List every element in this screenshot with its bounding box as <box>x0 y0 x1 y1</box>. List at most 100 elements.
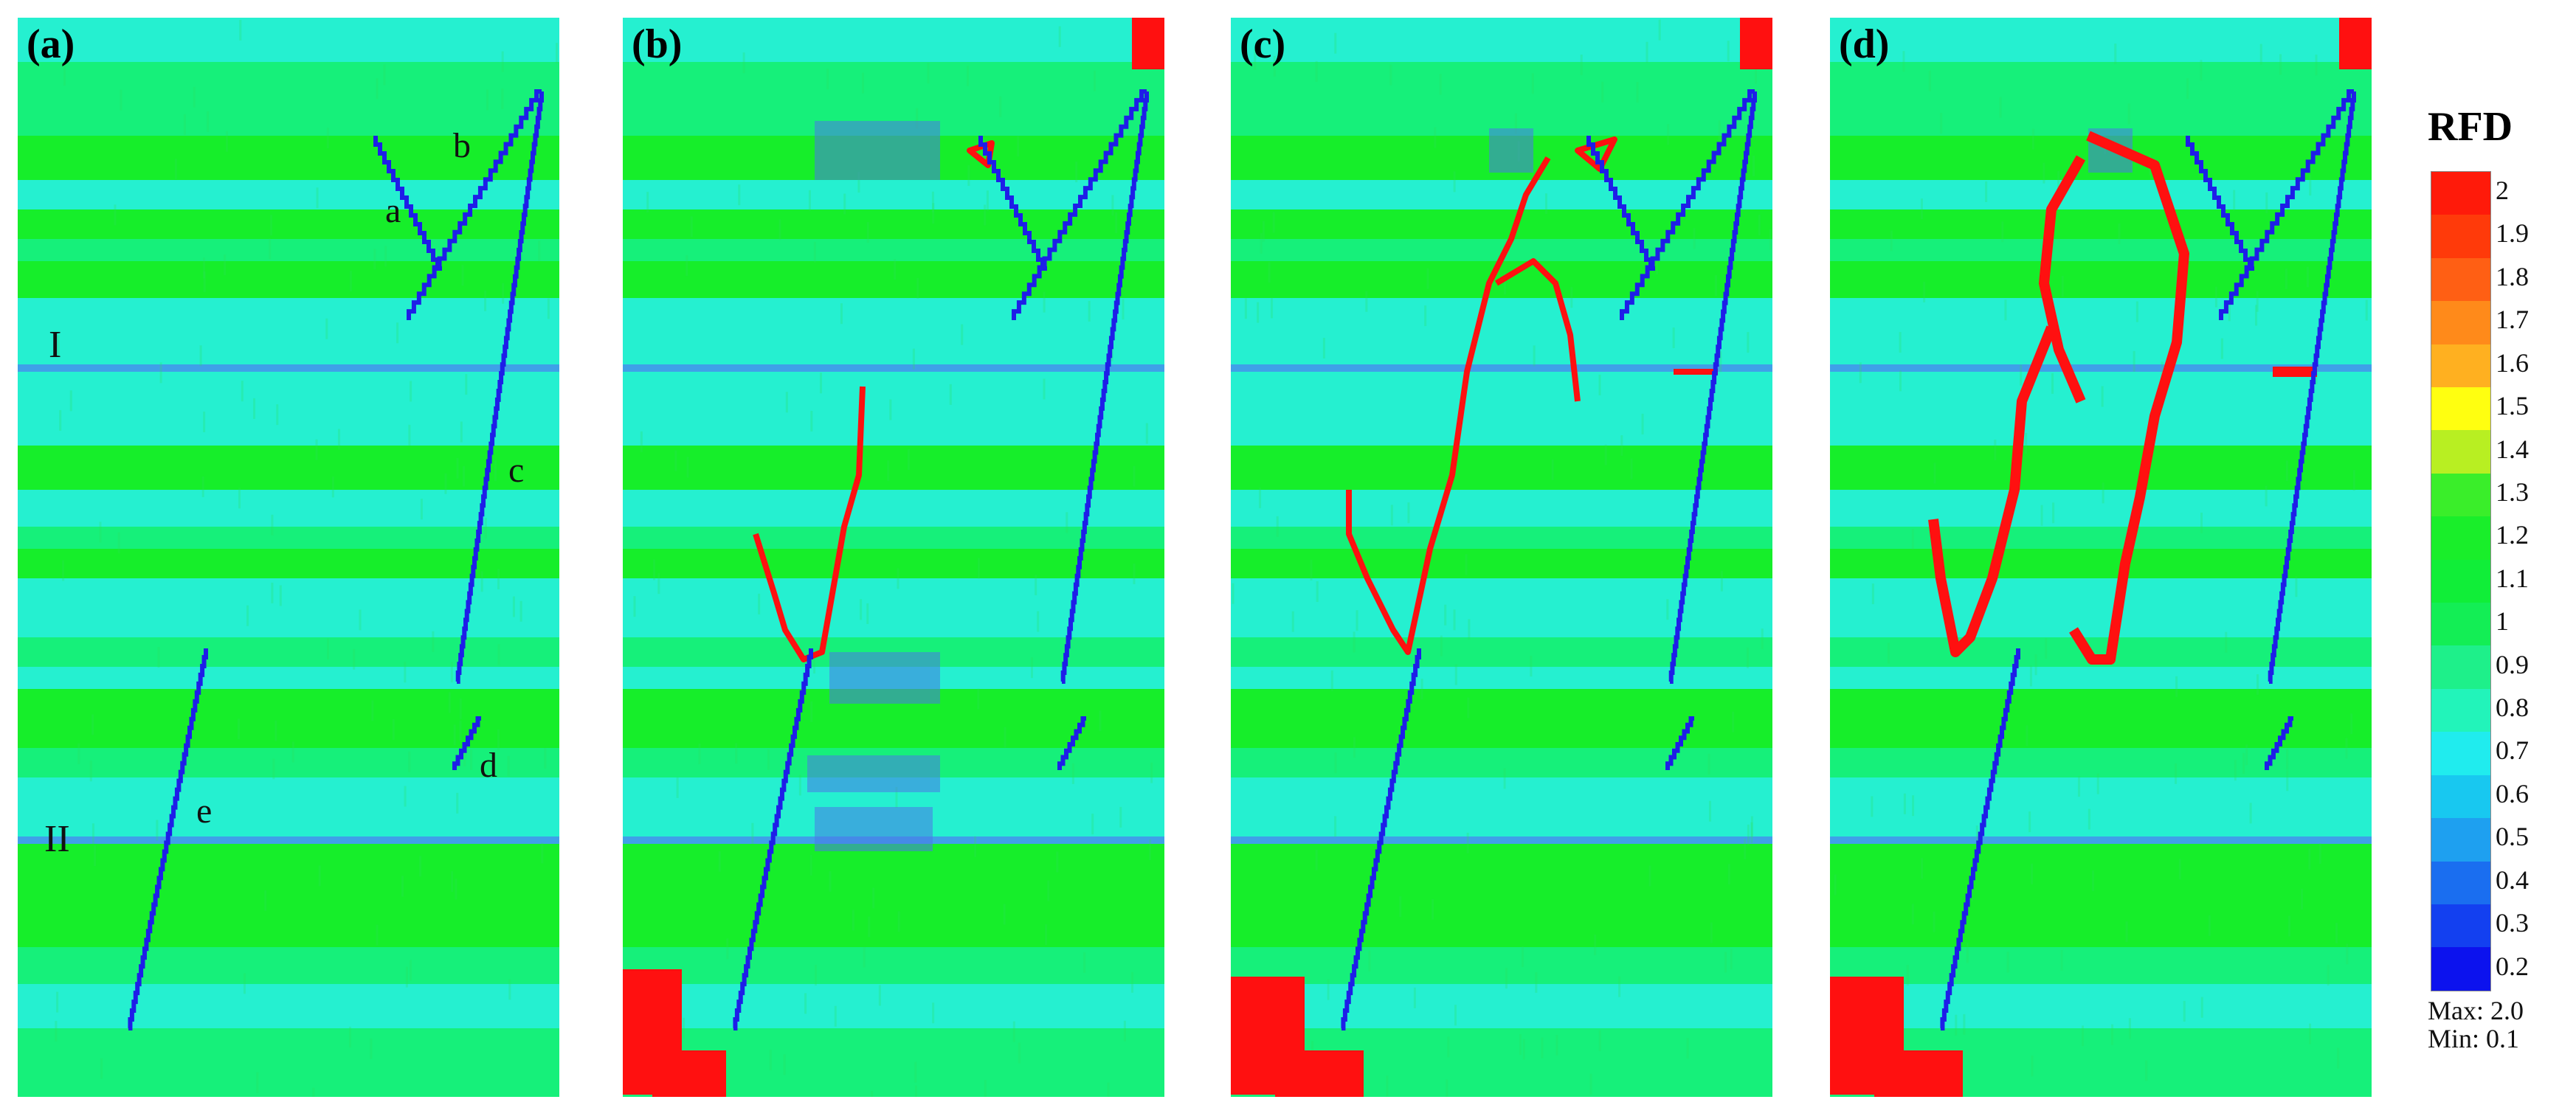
stratum-band <box>18 209 559 239</box>
panel-c: (c) <box>1231 18 1772 1097</box>
stratum-band <box>1830 261 2372 298</box>
legend-tick-label: 1.3 <box>2496 479 2529 505</box>
low-rfd-zone <box>807 755 940 792</box>
stratum-band <box>1830 984 2372 1028</box>
stratum-band <box>1231 748 1772 777</box>
stratum-band <box>1231 298 1772 364</box>
legend-tick-label: 0.3 <box>2496 910 2529 936</box>
stratum-band <box>623 239 1164 261</box>
stratum-band <box>18 62 559 136</box>
legend-color-segment <box>2431 904 2490 947</box>
legend-color-bar <box>2431 171 2491 991</box>
legend-tick-label: 1.2 <box>2496 522 2529 548</box>
legend-tick-label: 1.4 <box>2496 436 2529 463</box>
low-rfd-zone <box>815 807 933 851</box>
fracture-label-e: e <box>196 794 212 829</box>
stratum-band <box>623 446 1164 490</box>
stratum-band <box>1830 180 2372 209</box>
legend-color-segment <box>2431 516 2490 559</box>
region-label-I: I <box>49 326 61 364</box>
stratum-band <box>623 372 1164 446</box>
stratum-band <box>1830 777 2372 836</box>
legend-title: RFD <box>2428 103 2513 150</box>
legend-tick-label: 1.1 <box>2496 565 2529 592</box>
stratum-band <box>1231 777 1772 836</box>
stratum-band <box>1231 62 1772 136</box>
stratum-band <box>1231 637 1772 667</box>
legend-tick-label: 0.2 <box>2496 953 2529 980</box>
stratum-band <box>623 180 1164 209</box>
panel-label-a: (a) <box>27 24 75 65</box>
legend-tick-label: 1.9 <box>2496 220 2529 246</box>
fracture-label-d: d <box>480 748 497 783</box>
panel-c-map <box>1231 18 1772 1097</box>
failure-blob <box>1874 1050 1963 1097</box>
legend-color-segment <box>2431 474 2490 516</box>
failure-blob <box>1275 1050 1364 1097</box>
stratum-band <box>1830 209 2372 239</box>
stratum-band <box>623 18 1164 62</box>
panel-a-map <box>18 18 559 1097</box>
stratum-band <box>18 637 559 667</box>
stratum-band <box>1830 298 2372 364</box>
stratum-band <box>1231 844 1772 947</box>
legend-tick-label: 1.7 <box>2496 306 2529 333</box>
stratum-band <box>18 777 559 836</box>
stratum-band <box>1830 446 2372 490</box>
stratum-band <box>1830 18 2372 62</box>
legend-color-segment <box>2431 430 2490 473</box>
panel-a: (a) a b c d e I II <box>18 18 559 1097</box>
legend-color-segment <box>2431 344 2490 387</box>
region-label-II: II <box>44 820 70 859</box>
stratum-band <box>18 18 559 62</box>
panel-d: (d) <box>1830 18 2372 1097</box>
stratum-band <box>623 209 1164 239</box>
stratum-band <box>1830 549 2372 578</box>
legend-color-segment <box>2431 775 2490 818</box>
failure-blob <box>1740 18 1772 69</box>
fracture-label-c: c <box>508 453 524 488</box>
fracture-label-a: a <box>385 193 401 229</box>
stratum-band <box>18 748 559 777</box>
stratum-band <box>18 578 559 637</box>
legend-tick-label: 2 <box>2496 177 2509 204</box>
stratum-band <box>18 364 559 372</box>
stratum-band <box>18 239 559 261</box>
stratum-band <box>623 844 1164 947</box>
stratum-band <box>18 947 559 984</box>
stratum-band <box>1231 984 1772 1028</box>
stratum-band <box>1231 836 1772 844</box>
legend-tick-label: 0.4 <box>2496 867 2529 893</box>
panel-b-map <box>623 18 1164 1097</box>
stratum-band <box>18 136 559 180</box>
legend-tick-label: 0.9 <box>2496 651 2529 678</box>
stratum-band <box>1231 18 1772 62</box>
legend-color-segment <box>2431 215 2490 257</box>
panel-label-c: (c) <box>1240 24 1285 65</box>
panel-b: (b) <box>623 18 1164 1097</box>
legend-color-segment <box>2431 818 2490 861</box>
legend-color-segment <box>2431 947 2490 990</box>
stratum-band <box>18 984 559 1028</box>
panel-label-b: (b) <box>632 24 682 65</box>
stratum-band <box>18 372 559 446</box>
rfd-legend: RFD 2 1.9 1.8 1.7 1.6 1.5 1.4 1.3 1.2 1.1 1 0.9 0.8 0… <box>2428 103 2575 1092</box>
stratum-band <box>1830 578 2372 637</box>
legend-color-segment <box>2431 560 2490 603</box>
legend-color-segment <box>2431 301 2490 344</box>
legend-tick-label: 1.5 <box>2496 392 2529 419</box>
stratum-band <box>18 549 559 578</box>
panel-d-map <box>1830 18 2372 1097</box>
stratum-band <box>18 446 559 490</box>
stratum-band <box>18 261 559 298</box>
failure-blob <box>1132 18 1164 69</box>
stratum-band <box>18 844 559 947</box>
legend-tick-label: 1.6 <box>2496 350 2529 376</box>
stratum-band <box>623 298 1164 364</box>
legend-color-segment <box>2431 387 2490 430</box>
legend-max: Max: 2.0 <box>2428 997 2524 1024</box>
stratum-band <box>623 947 1164 984</box>
legend-color-segment <box>2431 603 2490 645</box>
stratum-band <box>1830 62 2372 136</box>
stratum-band <box>18 1028 559 1097</box>
